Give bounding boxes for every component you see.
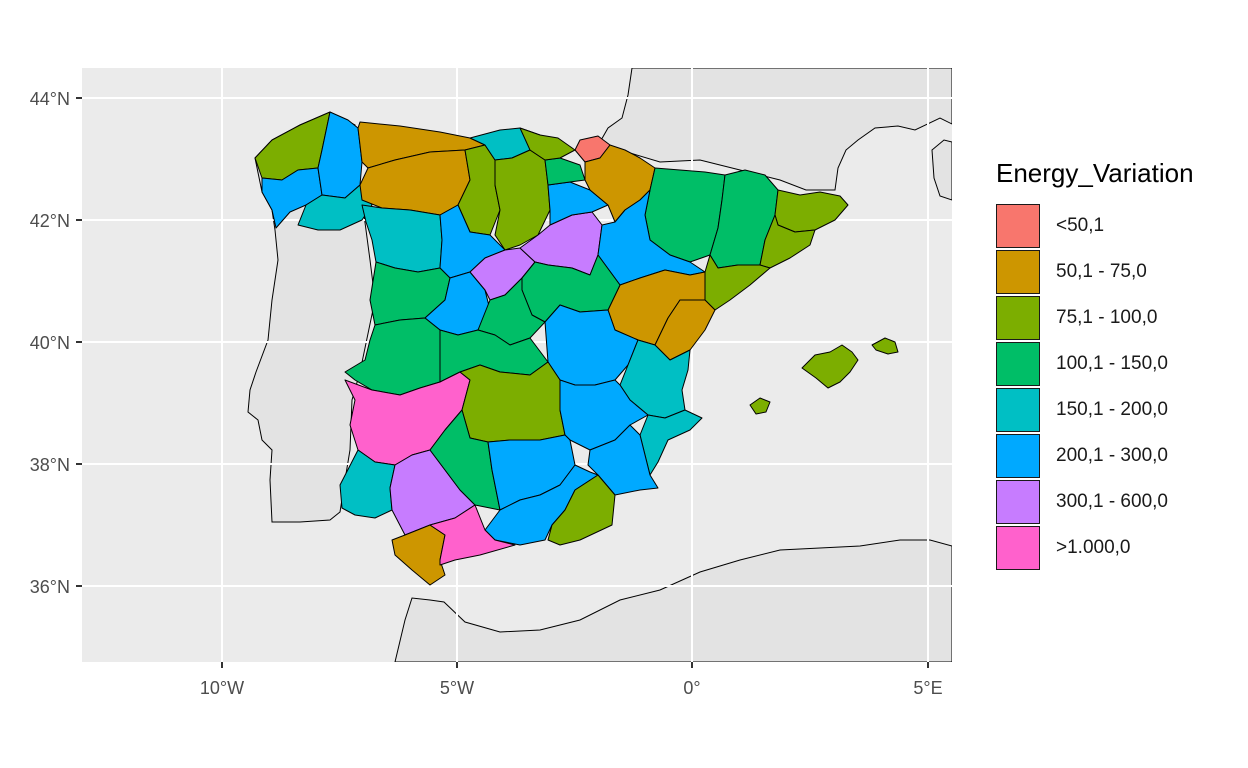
legend-label: <50,1 — [1056, 215, 1105, 236]
province-murcia — [587, 424, 659, 496]
africa-land — [394, 539, 952, 662]
legend-swatch — [996, 342, 1040, 386]
province-ibiza — [749, 397, 771, 415]
legend-swatch — [996, 250, 1040, 294]
legend-item: 50,1 - 75,0 — [996, 249, 1236, 295]
legend-item: >1.000,0 — [996, 525, 1236, 571]
province-mallorca — [801, 344, 859, 389]
legend-label: >1.000,0 — [1056, 537, 1131, 558]
legend-label: 75,1 - 100,0 — [1056, 307, 1158, 328]
x-tick-label: 5°E — [913, 678, 942, 698]
legend-label: 200,1 - 300,0 — [1056, 445, 1168, 466]
legend-swatch — [996, 480, 1040, 524]
legend-item: 200,1 - 300,0 — [996, 433, 1236, 479]
province-huelva — [339, 449, 396, 519]
legend: Energy_Variation <50,1 50,1 - 75,0 75,1 … — [996, 158, 1236, 571]
x-tick-label: 5°W — [440, 678, 474, 698]
y-tick-label: 38°N — [30, 455, 70, 475]
legend-title: Energy_Variation — [996, 158, 1194, 188]
province-barcelona — [759, 214, 816, 269]
province-vizcaya — [519, 127, 576, 161]
y-tick-label: 36°N — [30, 577, 70, 597]
legend-swatch — [996, 296, 1040, 340]
legend-swatch — [996, 526, 1040, 570]
y-tick-label: 44°N — [30, 89, 70, 109]
grid — [82, 68, 952, 662]
axis-ticks — [76, 97, 929, 668]
legend-swatch — [996, 388, 1040, 432]
legend-label: 50,1 - 75,0 — [1056, 261, 1147, 282]
legend-swatch — [996, 204, 1040, 248]
province-menorca — [871, 337, 899, 355]
legend-item: 75,1 - 100,0 — [996, 295, 1236, 341]
province-almeria — [547, 474, 616, 546]
province-cadiz — [391, 524, 446, 586]
x-tick-label: 10°W — [200, 678, 244, 698]
legend-label: 150,1 - 200,0 — [1056, 399, 1168, 420]
province-ciudad-real — [459, 361, 566, 443]
province-malaga — [429, 504, 516, 566]
legend-item: <50,1 — [996, 203, 1236, 249]
corsica-land — [931, 139, 952, 201]
legend-label: 300,1 - 600,0 — [1056, 491, 1168, 512]
province-pontevedra — [261, 167, 323, 229]
legend-swatch — [996, 434, 1040, 478]
legend-item: 150,1 - 200,0 — [996, 387, 1236, 433]
legend-label: 100,1 - 150,0 — [1056, 353, 1168, 374]
legend-item: 100,1 - 150,0 — [996, 341, 1236, 387]
y-tick-label: 40°N — [30, 333, 70, 353]
legend-item: 300,1 - 600,0 — [996, 479, 1236, 525]
x-tick-label: 0° — [683, 678, 700, 698]
y-tick-label: 42°N — [30, 211, 70, 231]
